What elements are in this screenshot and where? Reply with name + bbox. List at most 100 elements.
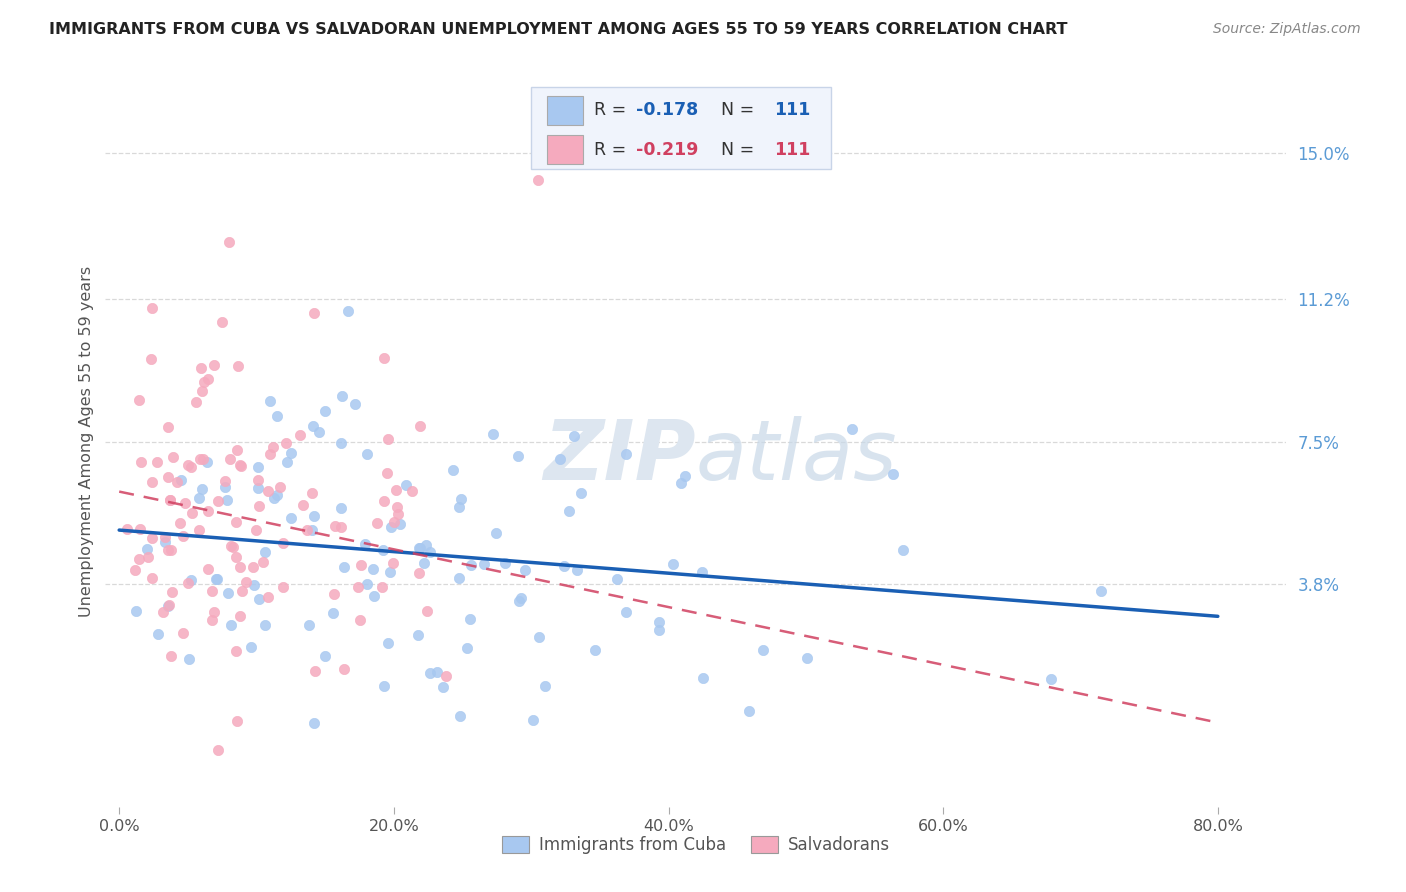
Point bbox=[177, 652, 200, 666]
Text: -0.219: -0.219 bbox=[636, 141, 699, 159]
Point bbox=[187, 491, 209, 506]
Point bbox=[380, 520, 402, 534]
Point bbox=[415, 538, 437, 552]
Point bbox=[229, 459, 252, 474]
Point bbox=[567, 563, 589, 577]
Text: Source: ZipAtlas.com: Source: ZipAtlas.com bbox=[1213, 22, 1361, 37]
Point bbox=[472, 557, 495, 571]
Point bbox=[550, 452, 572, 467]
Point bbox=[141, 531, 163, 545]
Point bbox=[170, 473, 193, 487]
Point bbox=[673, 469, 696, 483]
Point bbox=[139, 352, 162, 367]
Point bbox=[193, 375, 215, 389]
Point bbox=[456, 641, 478, 656]
Point bbox=[247, 500, 270, 514]
Point bbox=[415, 603, 437, 617]
FancyBboxPatch shape bbox=[530, 87, 831, 169]
Point bbox=[389, 516, 412, 531]
Point bbox=[449, 709, 471, 723]
Point bbox=[356, 447, 378, 461]
Point bbox=[239, 640, 262, 654]
Point bbox=[280, 446, 302, 460]
Point bbox=[169, 516, 191, 530]
Point bbox=[263, 491, 285, 505]
Text: -0.178: -0.178 bbox=[636, 102, 697, 120]
Point bbox=[245, 524, 267, 538]
Point bbox=[191, 384, 214, 398]
Point bbox=[366, 516, 388, 531]
Point bbox=[247, 481, 270, 495]
Point bbox=[166, 475, 188, 489]
Point bbox=[207, 742, 229, 756]
Point bbox=[128, 393, 150, 408]
Point bbox=[180, 459, 202, 474]
Point bbox=[330, 500, 353, 515]
Point bbox=[218, 235, 240, 250]
Point bbox=[146, 455, 169, 469]
Point bbox=[257, 590, 280, 604]
Point bbox=[302, 306, 325, 320]
Point bbox=[152, 605, 174, 619]
Point bbox=[125, 604, 148, 618]
Point bbox=[259, 447, 281, 461]
Point bbox=[333, 662, 356, 676]
Point bbox=[225, 515, 247, 529]
Point bbox=[280, 511, 302, 525]
Point bbox=[138, 550, 160, 565]
Point bbox=[190, 483, 212, 497]
Point bbox=[162, 450, 184, 464]
Point bbox=[373, 543, 395, 558]
Point bbox=[159, 648, 181, 663]
Point bbox=[419, 545, 441, 559]
Point bbox=[172, 625, 194, 640]
Point bbox=[225, 644, 247, 658]
Point bbox=[354, 537, 377, 551]
Point bbox=[156, 420, 179, 434]
Point bbox=[349, 613, 371, 627]
Text: N =: N = bbox=[710, 102, 759, 120]
Point bbox=[129, 455, 152, 469]
Point bbox=[254, 617, 277, 632]
Point bbox=[253, 545, 276, 559]
FancyBboxPatch shape bbox=[547, 95, 582, 125]
Legend: Immigrants from Cuba, Salvadorans: Immigrants from Cuba, Salvadorans bbox=[495, 830, 897, 861]
Point bbox=[231, 583, 253, 598]
Point bbox=[378, 565, 401, 579]
Point bbox=[336, 304, 359, 318]
Point bbox=[648, 623, 671, 637]
Point bbox=[225, 714, 247, 729]
Point bbox=[751, 642, 773, 657]
Point bbox=[692, 671, 714, 685]
Point bbox=[301, 485, 323, 500]
Point bbox=[515, 563, 537, 577]
Point bbox=[217, 585, 239, 599]
Point bbox=[159, 493, 181, 508]
Point bbox=[222, 540, 245, 554]
Point bbox=[350, 558, 373, 573]
Point bbox=[190, 360, 212, 375]
Point bbox=[141, 571, 163, 585]
Point bbox=[128, 551, 150, 566]
Point bbox=[190, 452, 212, 467]
Point bbox=[128, 522, 150, 536]
Point bbox=[373, 351, 395, 365]
Point bbox=[344, 397, 367, 411]
Point bbox=[841, 422, 863, 436]
Point bbox=[205, 572, 228, 586]
Point bbox=[385, 500, 408, 514]
Point bbox=[434, 669, 457, 683]
Point bbox=[160, 585, 183, 599]
Point bbox=[301, 418, 323, 433]
Point bbox=[395, 477, 418, 491]
Text: atlas: atlas bbox=[696, 416, 897, 497]
Point bbox=[214, 475, 236, 489]
Point bbox=[218, 452, 240, 467]
Point bbox=[295, 523, 318, 537]
Point bbox=[347, 580, 370, 594]
Point bbox=[155, 535, 177, 549]
Point bbox=[181, 506, 204, 520]
Point bbox=[408, 541, 430, 555]
Point bbox=[387, 507, 409, 521]
Point bbox=[246, 473, 269, 487]
